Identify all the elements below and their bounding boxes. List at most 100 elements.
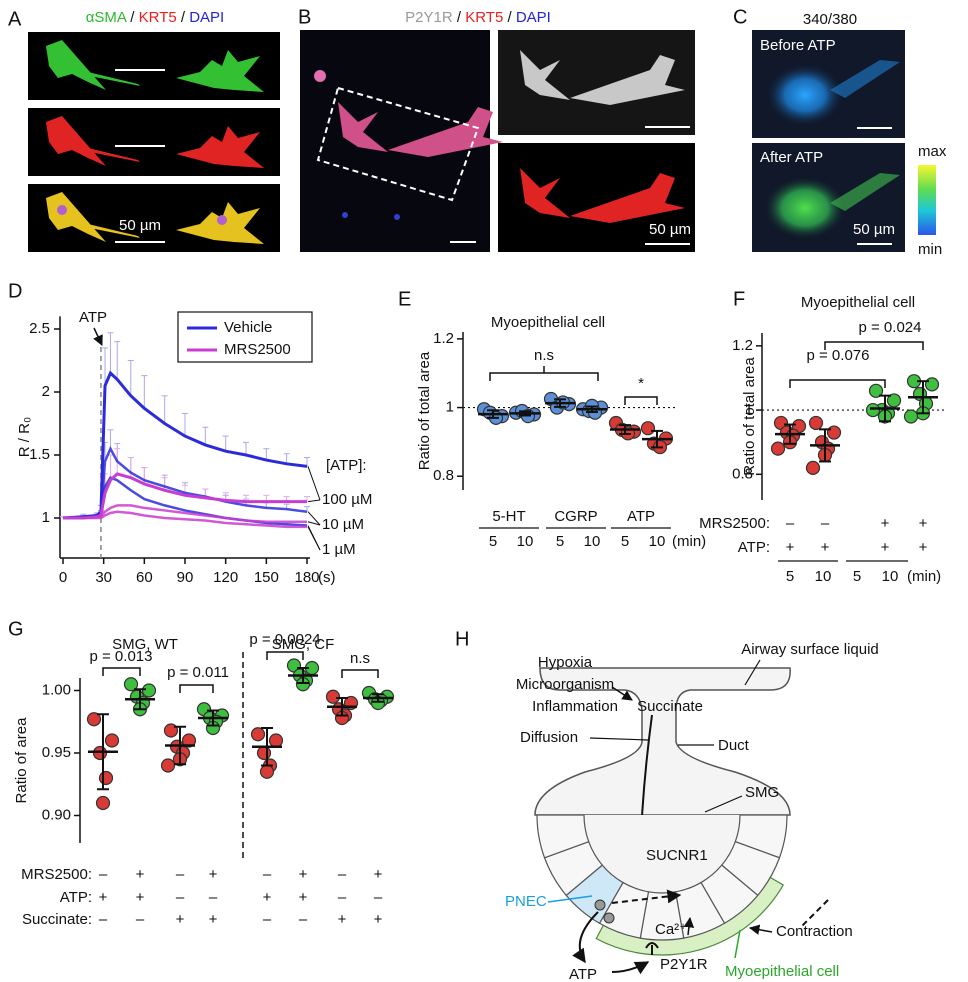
leader-line: [704, 795, 743, 813]
y-tick-label: 2.5: [29, 320, 50, 337]
cell: [765, 63, 845, 127]
significance-label: p = 0.013: [90, 648, 153, 665]
panel-label: G: [8, 618, 24, 640]
time-label: 10: [517, 533, 534, 550]
y-tick-label: 0.8: [732, 465, 753, 482]
annotation: ATP: [79, 309, 107, 326]
panel-label: E: [398, 288, 411, 310]
condition-sign: –: [176, 889, 185, 906]
y-tick-label: 1.5: [29, 446, 50, 463]
significance-bracket: [789, 379, 886, 388]
condition-sign: +: [881, 539, 890, 556]
contraction-line: [799, 899, 829, 929]
condition-sign: +: [136, 866, 145, 883]
condition-sign: –: [786, 515, 795, 532]
unit-label: (min): [672, 533, 706, 550]
concentration-label: 10 µM: [322, 516, 364, 533]
nucleus: [57, 205, 67, 215]
data-point: [808, 415, 824, 431]
arrow: [611, 686, 633, 701]
condition-sign: +: [263, 889, 272, 906]
condition-sign: –: [338, 889, 347, 906]
diagram-label: SMG: [745, 784, 779, 801]
group-label: ATP: [627, 508, 655, 525]
condition-sign: –: [263, 911, 272, 928]
cell: [314, 70, 326, 82]
x-tick-label: 120: [213, 569, 238, 586]
diagram-label: Hypoxia: [538, 654, 593, 671]
condition-sign: –: [263, 866, 272, 883]
significance-bracket: [179, 684, 214, 693]
condition-sign: –: [99, 911, 108, 928]
condition-label: MRS2500:: [699, 515, 770, 532]
time-label: 5: [489, 533, 497, 550]
y-tick-label: 1: [42, 509, 50, 526]
panel-label: A: [8, 8, 22, 30]
data-line: [63, 510, 307, 529]
condition-sign: –: [209, 889, 218, 906]
data-point: [826, 425, 842, 440]
legend-label: Vehicle: [224, 319, 272, 336]
diagram-labels: SUCNR1 PNEC Ca²⁺ Contraction ATP P2Y1R M…: [505, 847, 853, 982]
data-line: [63, 504, 307, 524]
nucleus: [342, 212, 348, 218]
connector: [307, 526, 321, 551]
diagram-label: Contraction: [776, 923, 853, 940]
title-part: DAPI: [516, 9, 551, 26]
data-point: [104, 733, 120, 748]
image-label: Before ATP: [760, 37, 836, 54]
condition-sign: +: [786, 539, 795, 556]
diagram-label: Inflammation: [532, 698, 618, 715]
group-title: SMG, WT: [112, 636, 178, 653]
title-part: KRT5: [139, 9, 177, 26]
colorbar-label: min: [918, 241, 942, 258]
diagram-label: Duct: [718, 737, 750, 754]
significance-label: n.s: [534, 347, 554, 364]
condition-label: Succinate:: [22, 911, 92, 928]
data-point: [325, 689, 341, 704]
condition-sign: –: [176, 866, 185, 883]
cell: [830, 173, 900, 211]
y-tick-label: 1.2: [732, 337, 753, 354]
x-tick-label: 30: [95, 569, 112, 586]
concentration-title: [ATP]:: [326, 457, 367, 474]
x-tick-label: 150: [254, 569, 279, 586]
epithelial-cell: [536, 814, 590, 859]
y-tick-label: 1.00: [42, 681, 71, 698]
time-label: 10: [584, 533, 601, 550]
connector: [307, 466, 321, 501]
y-tick-label: 0.90: [42, 806, 71, 823]
y-axis-label: Ratio of area: [13, 717, 30, 804]
arrow: [611, 961, 650, 975]
x-tick-label: 60: [136, 569, 153, 586]
leader-line: [734, 929, 741, 959]
chart-title: Myoepithelial cell: [801, 294, 915, 311]
significance-bracket: [824, 341, 924, 350]
data-point: [268, 733, 284, 748]
arrow: [572, 911, 599, 964]
data-point: [259, 764, 275, 779]
leader-line: [589, 737, 649, 741]
data-point: [86, 712, 102, 727]
connector: [307, 511, 321, 526]
granule: [594, 899, 606, 911]
significance-label: n.s: [350, 650, 370, 667]
arrow: [748, 924, 773, 935]
time-label: 10: [882, 568, 899, 585]
diagram-label: SUCNR1: [646, 847, 708, 864]
time-label: 5: [621, 533, 629, 550]
data-point: [903, 409, 919, 424]
panel-label: C: [733, 6, 747, 28]
annotation-arrow: [93, 327, 103, 346]
data-line: [62, 370, 308, 520]
condition-sign: +: [99, 889, 108, 906]
significance-bracket: [102, 667, 141, 676]
panel-title: αSMA / KRT5 / DAPI: [86, 9, 224, 26]
colorbar-label: max: [918, 143, 947, 160]
title-part: /: [453, 9, 466, 26]
x-tick-label: 180: [294, 569, 319, 586]
granule: [603, 912, 615, 924]
condition-sign: –: [374, 889, 383, 906]
arrow: [611, 889, 682, 904]
